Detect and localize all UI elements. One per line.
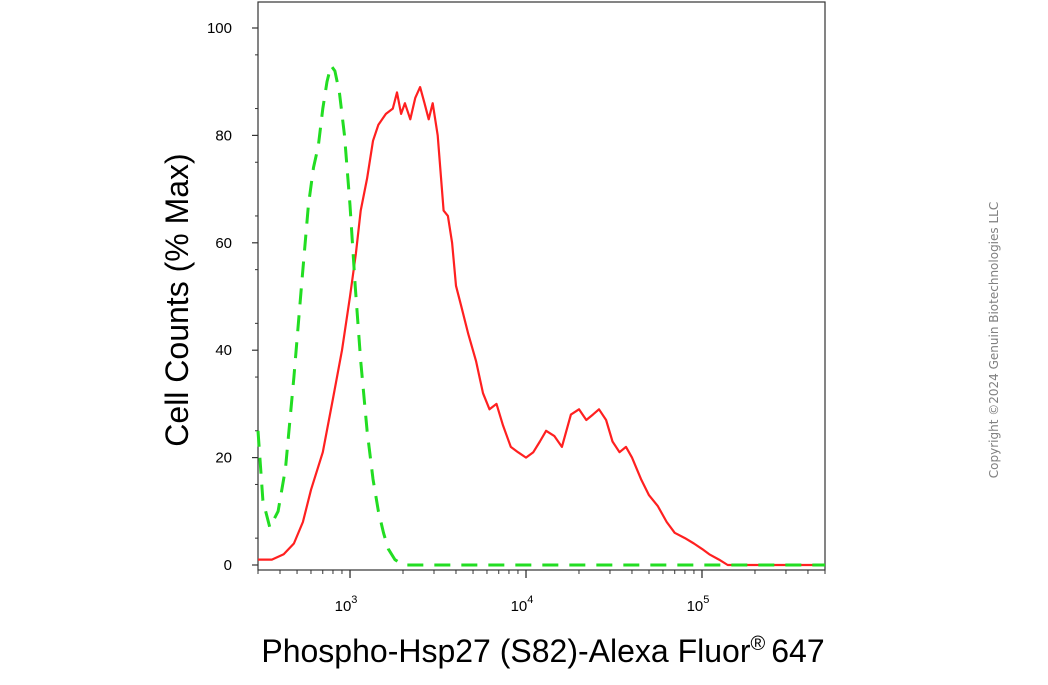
y-tick-label: 80 bbox=[215, 127, 232, 144]
y-axis-ticks: 0 20 40 60 80 100 bbox=[207, 20, 258, 574]
x-axis-title: Phospho-Hsp27 (S82)-Alexa Fluor® 647 bbox=[261, 633, 824, 669]
y-tick-label: 0 bbox=[224, 557, 232, 574]
plot-frame bbox=[257, 1, 826, 571]
y-tick-label: 20 bbox=[215, 450, 232, 467]
red-solid-series-line bbox=[258, 86, 825, 567]
series-layer bbox=[256, 64, 825, 567]
x-axis-title-main: Phospho-Hsp27 (S82)-Alexa Fluor bbox=[261, 633, 750, 669]
green-dashed-series-line bbox=[256, 64, 825, 567]
x-axis-ticks: 103 104 105 bbox=[257, 570, 826, 615]
x-axis-title-suffix: 647 bbox=[771, 633, 824, 669]
x-tick-label: 103 bbox=[335, 594, 358, 615]
y-axis-title: Cell Counts (% Max) bbox=[159, 153, 195, 446]
y-tick-label: 100 bbox=[207, 20, 232, 37]
x-axis-title-registered: ® bbox=[750, 633, 765, 655]
y-tick-label: 60 bbox=[215, 235, 232, 252]
x-tick-label: 104 bbox=[511, 594, 534, 615]
copyright-text: Copyright ©2024 Genuin Biotechnologies L… bbox=[987, 202, 1001, 478]
x-tick-label: 105 bbox=[687, 594, 710, 615]
y-tick-label: 40 bbox=[215, 342, 232, 359]
